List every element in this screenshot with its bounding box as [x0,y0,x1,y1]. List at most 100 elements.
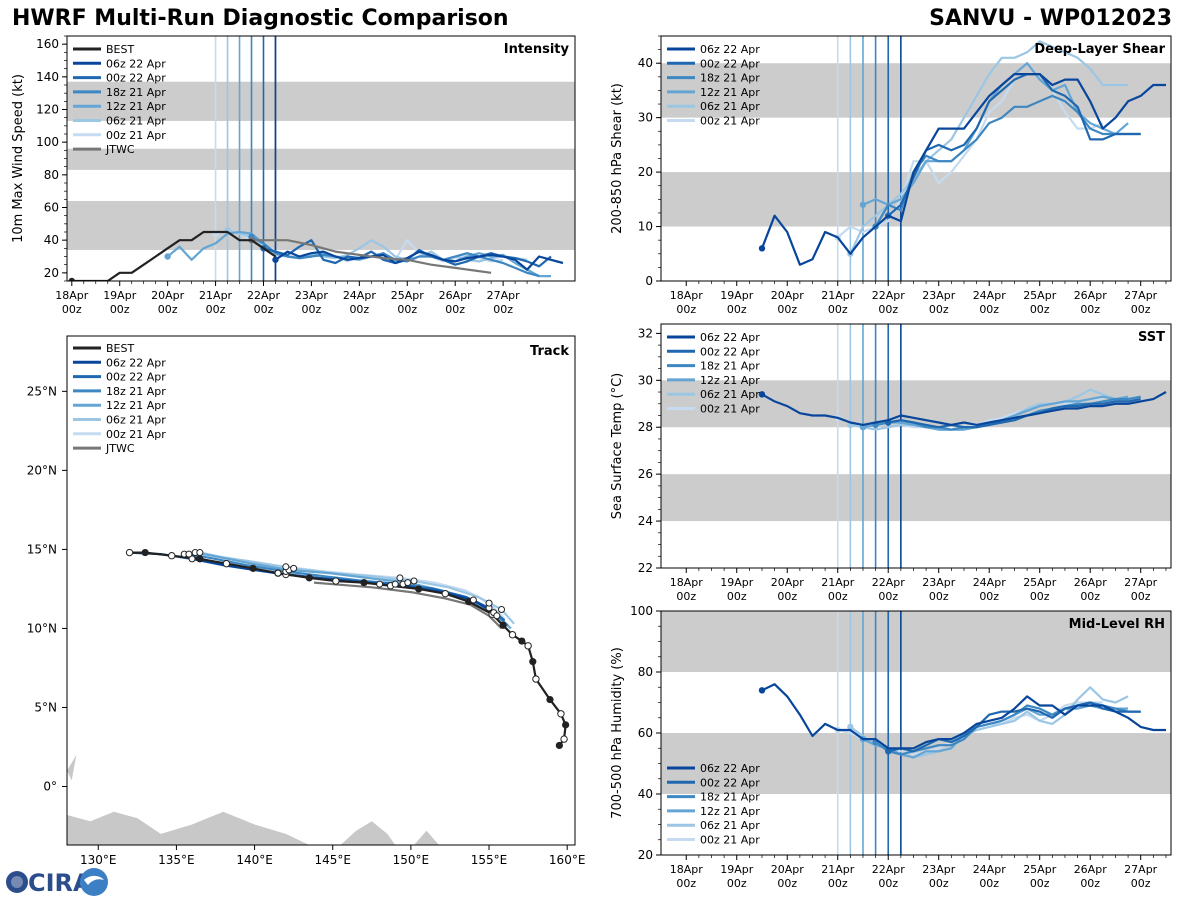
cira-logo-globe-icon [6,871,28,893]
track-best-point-marker [332,577,340,585]
sst-xtick-label-day: 27Apr [1124,576,1158,589]
rh-xtick-label-hour: 00z [777,877,797,890]
sst-legend-label-00z-22-apr: 00z 22 Apr [700,345,760,358]
shear-series-start-marker [758,245,766,252]
shear-xtick-label-day: 20Apr [771,289,805,302]
cira-logo-swirl-icon [80,868,108,896]
track-best-point-marker [305,574,313,582]
track-best-point-marker [555,741,563,750]
intensity-ytick-label: 120 [36,103,59,117]
intensity-series-best [71,230,277,281]
intensity-xtick-label-day: 18Apr [55,289,89,302]
rh-series-start-marker [885,748,892,755]
track-forecast-point-marker [396,574,404,582]
sst-series-00z-22-apr [888,398,1141,429]
shear-ytick-label: 40 [638,56,653,70]
track-best-point-marker [141,548,149,557]
track-xtick-label: 135°E [158,853,195,867]
track-xtick-label: 130°E [80,853,117,867]
track-best-point-marker [249,564,257,572]
intensity-y-axis-label: 10m Max Wind Speed (kt) [11,74,26,243]
intensity-xtick-label-hour: 00z [158,303,178,316]
intensity-xtick-label-day: 21Apr [199,289,233,302]
storm-id-title: SANVU - WP012023 [929,6,1172,31]
sst-xtick-label-day: 25Apr [1023,576,1057,589]
shear-series-start-marker [859,201,867,208]
track-ytick-label: 25°N [27,384,57,398]
sst-xtick-label-hour: 00z [929,590,949,603]
rh-series-group [758,683,1166,759]
track-forecast-point-marker [485,599,493,607]
sst-xtick-label-hour: 00z [1030,590,1050,603]
intensity-shade-band [67,81,575,121]
sst-xtick-label-day: 19Apr [720,576,754,589]
rh-ytick-label: 20 [638,848,653,862]
track-legend-label-06z-21-apr: 06z 21 Apr [106,414,166,427]
shear-ytick-label: 20 [638,165,653,179]
intensity-shade-band [67,148,575,170]
rh-xtick-label-hour: 00z [979,877,999,890]
track-xtick-label: 155°E [471,853,508,867]
cira-logo: CIRA [6,868,108,897]
shear-ytick-label: 0 [645,274,653,288]
intensity-series-start-marker [164,253,171,260]
rh-xtick-label-hour: 00z [929,877,949,890]
shear-xtick-label-hour: 00z [1080,303,1100,316]
rh-xtick-label-day: 22Apr [872,863,906,876]
track-best-point-marker [529,658,537,666]
shear-ytick-label: 10 [638,220,653,234]
shear-xtick-label-day: 21Apr [821,289,855,302]
track-frame [66,335,576,846]
track-best-point-marker [508,631,517,639]
shear-xtick-label-day: 18Apr [670,289,704,302]
track-best-point-marker [518,637,526,645]
rh-panel-title: Mid-Level RH [1069,617,1165,632]
rh-xtick-label-hour: 00z [828,877,848,890]
track-xtick-label: 150°E [393,853,430,867]
rh-xtick-label-day: 18Apr [670,863,704,876]
rh-y-axis-label: 700-500 hPa Humidity (%) [610,647,625,819]
shear-xtick-label-day: 25Apr [1023,289,1057,302]
sst-ytick-label: 26 [638,467,653,481]
shear-chart: 01020304018Apr00z19Apr00z20Apr00z21Apr00… [610,35,1172,316]
sst-xtick-label-day: 20Apr [771,576,805,589]
sst-ytick-label: 32 [638,326,653,340]
sst-y-axis-label: Sea Surface Temp (°C) [610,373,625,520]
rh-xtick-label-day: 23Apr [922,863,956,876]
sst-xtick-label-hour: 00z [828,590,848,603]
shear-shade-band [661,172,1171,227]
intensity-legend-label-00z-21-apr: 00z 21 Apr [106,129,166,142]
track-best-point-marker [168,552,176,560]
intensity-xtick-label-day: 20Apr [151,289,185,302]
rh-series-start-marker [847,723,854,731]
intensity-legend-label-00z-22-apr: 00z 22 Apr [106,72,166,85]
track-best-point-marker [415,585,423,593]
shear-xtick-label-hour: 00z [1030,303,1050,316]
intensity-xtick-label-hour: 00z [206,303,226,316]
shear-xtick-label-hour: 00z [828,303,848,316]
intensity-xtick-label-day: 25Apr [391,289,425,302]
rh-xtick-label-day: 26Apr [1074,863,1108,876]
sst-ytick-label: 28 [638,420,653,434]
intensity-series-group [68,227,564,281]
sst-xtick-label-hour: 00z [777,590,797,603]
rh-legend-label-06z-21-apr: 06z 21 Apr [700,819,760,832]
intensity-series-start-marker [272,256,279,263]
intensity-ytick-label: 100 [36,135,59,149]
intensity-series-jtwc [251,239,492,274]
sst-xtick-label-day: 21Apr [821,576,855,589]
track-legend-label-06z-22-apr: 06z 22 Apr [106,356,166,369]
track-series-jtwc [313,581,503,630]
shear-xtick-label-day: 27Apr [1124,289,1158,302]
track-ytick-label: 10°N [27,621,57,635]
track-forecast-point-marker [391,580,399,588]
rh-shade-band [661,733,1171,794]
intensity-xtick-label-hour: 00z [349,303,369,316]
rh-series-start-marker [758,687,766,694]
track-forecast-point-marker [410,577,418,585]
rh-xtick-label-hour: 00z [878,877,898,890]
sst-ytick-label: 22 [638,561,653,575]
sst-ytick-label: 24 [638,514,653,528]
sst-xtick-label-hour: 00z [878,590,898,603]
